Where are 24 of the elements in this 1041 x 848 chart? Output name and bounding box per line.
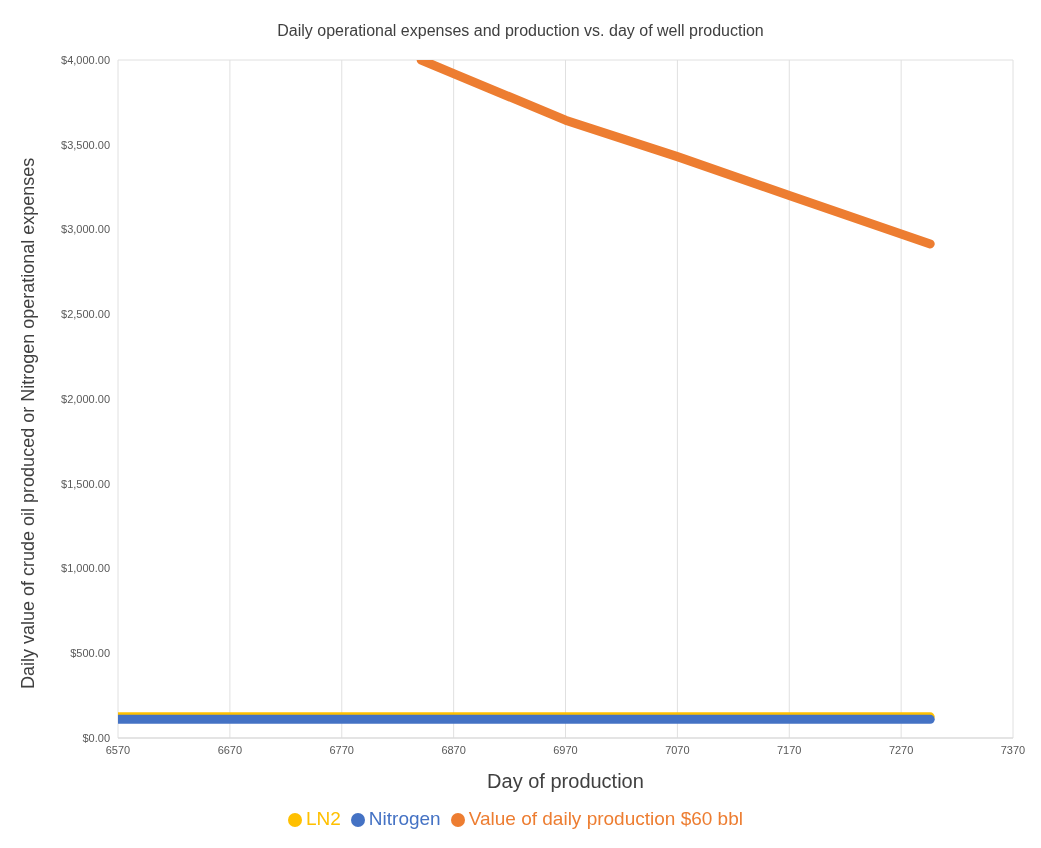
x-tick-label: 6870 bbox=[441, 743, 466, 756]
y-tick-label: $500.00 bbox=[70, 647, 110, 660]
x-axis-title: Day of production bbox=[487, 770, 644, 792]
y-tick-label: $1,000.00 bbox=[61, 562, 110, 575]
x-tick-label: 7170 bbox=[777, 743, 802, 756]
y-tick-label: $1,500.00 bbox=[61, 477, 110, 490]
y-tick-label: $0.00 bbox=[82, 731, 110, 744]
x-tick-label: 6570 bbox=[105, 743, 131, 756]
y-axis-title: Daily value of crude oil produced or Nitrogen operational expenses bbox=[18, 157, 39, 689]
x-tick-label: 7370 bbox=[1000, 743, 1026, 756]
y-tick-label: $3,000.00 bbox=[61, 223, 110, 236]
y-tick-label: $3,500.00 bbox=[61, 138, 110, 151]
x-tick-label: 6670 bbox=[217, 743, 243, 756]
legend-label: Value of daily production $60 bbl bbox=[468, 808, 743, 829]
y-tick-label: $2,500.00 bbox=[61, 308, 110, 321]
y-tick-label: $4,000.00 bbox=[61, 53, 110, 66]
x-tick-label: 7270 bbox=[888, 743, 914, 756]
x-tick-label: 6770 bbox=[329, 743, 354, 756]
legend-label: Nitrogen bbox=[368, 808, 441, 829]
x-tick-label: 6970 bbox=[553, 743, 578, 756]
legend-label: LN2 bbox=[306, 808, 341, 829]
x-tick-label: 7070 bbox=[665, 743, 690, 756]
y-tick-label: $2,000.00 bbox=[61, 392, 110, 405]
chart-title: Daily operational expenses and production vs. day of well production bbox=[276, 21, 765, 40]
